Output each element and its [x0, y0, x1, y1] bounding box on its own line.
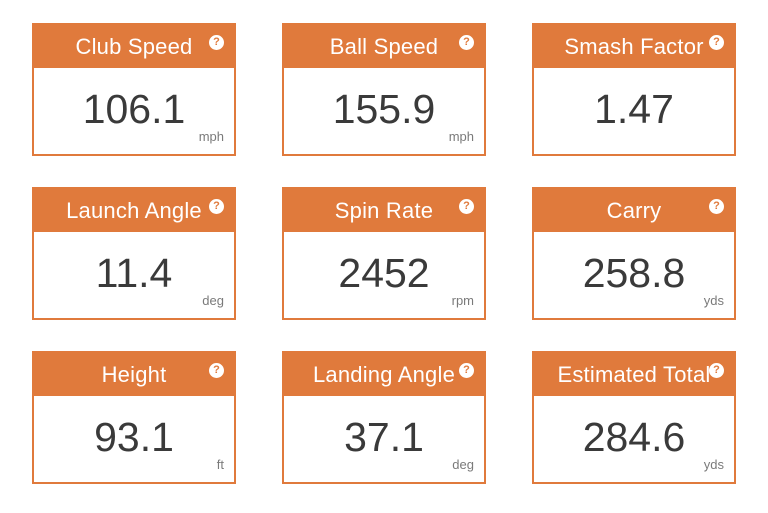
- metric-value: 2452: [338, 250, 430, 296]
- metric-card-launch-angle: Launch Angle ? 11.4 deg: [32, 187, 236, 320]
- metric-title: Ball Speed: [329, 34, 439, 59]
- metric-unit: mph: [198, 129, 224, 144]
- help-icon[interactable]: ?: [459, 35, 474, 50]
- metric-header: Spin Rate ?: [284, 189, 484, 232]
- metric-value: 106.1: [82, 86, 186, 132]
- metric-title: Landing Angle: [312, 362, 456, 387]
- metric-header: Carry ?: [534, 189, 734, 232]
- metric-title: Carry: [606, 198, 662, 223]
- metric-header: Launch Angle ?: [34, 189, 234, 232]
- metric-unit: rpm: [451, 293, 474, 308]
- metric-unit: deg: [202, 293, 224, 308]
- metric-card-estimated-total: Estimated Total ? 284.6 yds: [532, 351, 736, 484]
- metric-card-club-speed: Club Speed ? 106.1 mph: [32, 23, 236, 156]
- metric-value: 258.8: [582, 250, 686, 296]
- help-icon[interactable]: ?: [709, 363, 724, 378]
- metric-value: 284.6: [582, 414, 686, 460]
- metric-header: Landing Angle ?: [284, 353, 484, 396]
- metric-card-smash-factor: Smash Factor ? 1.47: [532, 23, 736, 156]
- help-icon[interactable]: ?: [209, 35, 224, 50]
- metric-header: Estimated Total ?: [534, 353, 734, 396]
- metric-value: 93.1: [94, 414, 174, 460]
- metric-unit: yds: [703, 457, 724, 472]
- metric-title: Estimated Total: [557, 362, 711, 387]
- metric-header: Ball Speed ?: [284, 25, 484, 68]
- metric-card-spin-rate: Spin Rate ? 2452 rpm: [282, 187, 486, 320]
- metric-value: 11.4: [95, 250, 173, 296]
- metric-card-ball-speed: Ball Speed ? 155.9 mph: [282, 23, 486, 156]
- metric-unit: deg: [452, 457, 474, 472]
- help-icon[interactable]: ?: [459, 363, 474, 378]
- metric-value: 155.9: [332, 86, 436, 132]
- metric-unit: mph: [448, 129, 474, 144]
- help-icon[interactable]: ?: [459, 199, 474, 214]
- metric-value: 37.1: [344, 414, 424, 460]
- help-icon[interactable]: ?: [709, 199, 724, 214]
- metric-value: 1.47: [594, 86, 674, 132]
- metric-card-carry: Carry ? 258.8 yds: [532, 187, 736, 320]
- metric-card-landing-angle: Landing Angle ? 37.1 deg: [282, 351, 486, 484]
- help-icon[interactable]: ?: [209, 199, 224, 214]
- metric-title: Club Speed: [75, 34, 193, 59]
- metric-header: Height ?: [34, 353, 234, 396]
- metric-header: Club Speed ?: [34, 25, 234, 68]
- metric-header: Smash Factor ?: [534, 25, 734, 68]
- metric-title: Height: [101, 362, 167, 387]
- metric-unit: yds: [703, 293, 724, 308]
- metric-title: Launch Angle: [66, 198, 202, 223]
- help-icon[interactable]: ?: [709, 35, 724, 50]
- metric-title: Spin Rate: [334, 198, 434, 223]
- metric-unit: ft: [216, 457, 224, 472]
- metric-card-height: Height ? 93.1 ft: [32, 351, 236, 484]
- metric-title: Smash Factor: [564, 34, 704, 59]
- help-icon[interactable]: ?: [209, 363, 224, 378]
